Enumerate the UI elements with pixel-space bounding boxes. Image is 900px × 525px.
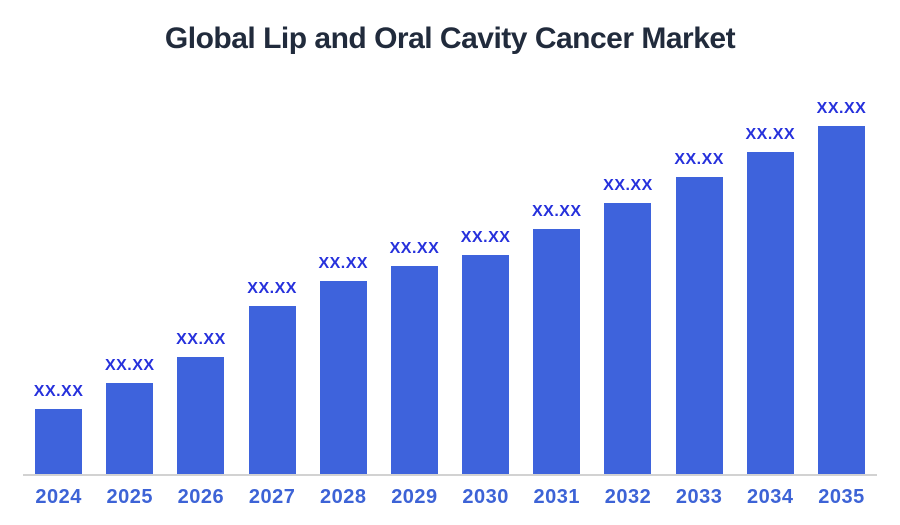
bar-2025 xyxy=(106,383,154,475)
data-label-2032: XX.XX xyxy=(603,177,653,194)
bar-2031 xyxy=(533,229,581,475)
x-axis-label-2032: 2032 xyxy=(604,486,652,508)
data-label-2029: XX.XX xyxy=(389,240,440,257)
bar-group-2032: XX.XX xyxy=(592,90,663,475)
data-label-2025: XX.XX xyxy=(104,357,155,374)
x-axis-label-2025: 2025 xyxy=(106,486,153,508)
bar-group-2024: XX.XX xyxy=(23,90,94,475)
bar-group-2028: XX.XX xyxy=(308,90,379,475)
bar-group-2027: XX.XX xyxy=(237,90,308,475)
bar-2029 xyxy=(390,266,438,475)
bar-2034 xyxy=(746,152,794,475)
x-axis-line xyxy=(23,474,877,476)
bar-2026 xyxy=(177,357,225,475)
bar-2035 xyxy=(817,126,865,475)
data-label-2027: XX.XX xyxy=(247,280,297,297)
x-axis-label-2030: 2030 xyxy=(462,486,509,508)
data-label-2034: XX.XX xyxy=(745,126,796,143)
bar-group-2033: XX.XX xyxy=(664,90,735,475)
bar-group-2029: XX.XX xyxy=(379,90,450,475)
data-label-2030: XX.XX xyxy=(460,229,511,246)
x-axis-label-2027: 2027 xyxy=(248,486,296,508)
bar-group-2034: XX.XX xyxy=(735,90,806,475)
x-axis-label-2034: 2034 xyxy=(747,486,794,508)
data-label-2035: XX.XX xyxy=(816,100,867,117)
bar-2024 xyxy=(35,409,83,475)
bar-group-2035: XX.XX xyxy=(806,90,877,475)
x-axis-label-2035: 2035 xyxy=(818,486,865,508)
data-label-2033: XX.XX xyxy=(674,151,724,168)
x-axis-label-2024: 2024 xyxy=(35,486,82,508)
bar-group-2026: XX.XX xyxy=(165,90,236,475)
chart-title: Global Lip and Oral Cavity Cancer Market xyxy=(164,22,736,55)
x-axis-label-2033: 2033 xyxy=(675,486,723,508)
bar-2030 xyxy=(462,255,510,475)
data-label-2028: XX.XX xyxy=(318,255,369,272)
bar-2027 xyxy=(248,306,296,475)
bar-2032 xyxy=(604,203,652,475)
data-label-2031: XX.XX xyxy=(531,203,582,220)
x-axis-labels: 2024 2025 2026 2027 2028 2029 2030 2031 2032 2033… xyxy=(23,486,877,509)
bar-2028 xyxy=(319,281,367,475)
plot-area: XX.XX XX.XX XX.XX XX.XX XX.XX XX.XX XX.XX XX.XX… xyxy=(23,0,877,525)
x-axis-label-2031: 2031 xyxy=(533,486,581,508)
x-axis-label-2026: 2026 xyxy=(177,486,225,508)
bars-container: XX.XX XX.XX XX.XX XX.XX XX.XX XX.XX XX.XX XX.XX… xyxy=(23,90,877,475)
bar-group-2030: XX.XX xyxy=(450,90,521,475)
x-axis-label-2028: 2028 xyxy=(320,486,367,508)
data-label-2026: XX.XX xyxy=(176,331,226,348)
bar-2033 xyxy=(675,177,723,475)
bar-group-2025: XX.XX xyxy=(94,90,165,475)
bar-group-2031: XX.XX xyxy=(521,90,592,475)
data-label-2024: XX.XX xyxy=(33,383,84,400)
x-axis-label-2029: 2029 xyxy=(391,486,438,508)
